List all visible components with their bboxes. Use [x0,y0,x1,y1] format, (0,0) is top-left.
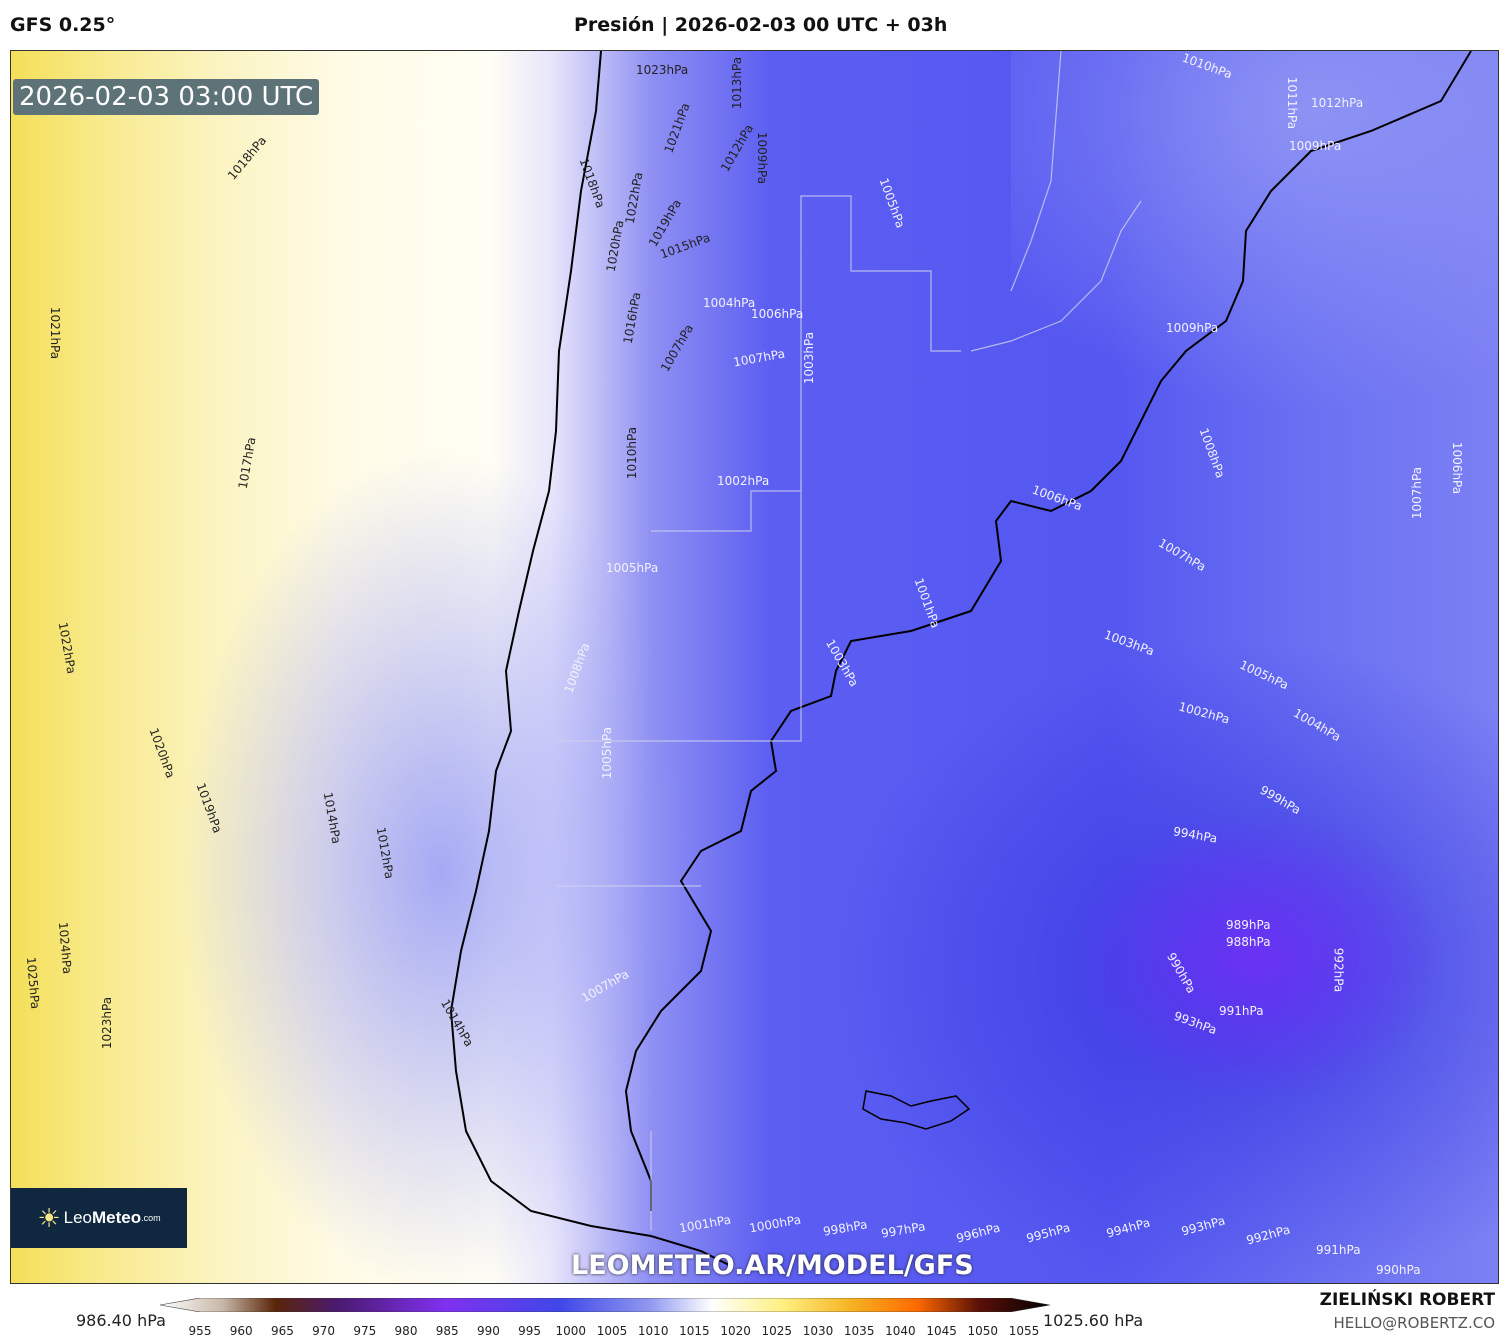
isobar-label: 989hPa [1226,918,1271,932]
isobar-label: 1021hPa [48,306,63,360]
colorbar-tick-label: 990 [476,1324,500,1338]
colorbar-tick-label: 955 [188,1324,212,1338]
isobar-label: 1010hPa [625,426,640,480]
colorbar-tick-label: 980 [394,1324,418,1338]
isobar-label: 1023hPa [100,996,115,1050]
isobar-label: 1023hPa [636,63,689,77]
isobar-label: 1012hPa [1311,96,1364,110]
author-name: ZIELIŃSKI ROBERT [1319,1290,1495,1310]
colorbar-tick-label: 1005 [596,1324,628,1338]
isobar-label: 1013hPa [730,56,745,110]
isobar-label: 1005hPa [606,561,659,575]
isobar-label: 1007hPa [1410,466,1425,520]
chart-title: Presión | 2026-02-03 00 UTC + 03h [574,14,948,36]
author-email[interactable]: HELLO@ROBERTZ.CO [1333,1314,1495,1332]
sun-icon: ☀ [37,1202,61,1233]
model-name: GFS 0.25° [10,14,116,36]
isobar-label: 1006hPa [751,307,804,321]
isobar-label: 990hPa [1376,1263,1421,1277]
colorbar-tick-label: 970 [312,1324,336,1338]
colorbar-tick-label: 1020 [720,1324,751,1338]
colorbar-tick-label: 1000 [555,1324,587,1338]
falkland-islands [862,1090,971,1130]
colorbar-tick-label: 1015 [679,1324,710,1338]
colorbar-tick-label: 1055 [1008,1324,1040,1338]
watermark-url: LEOMETEO.AR/MODEL/GFS [571,1250,974,1281]
isobar-label: 1011hPa [1285,76,1300,130]
valid-time-stamp: 2026-02-03 03:00 UTC [13,79,320,115]
coastline-layer [449,51,1472,1267]
isobar-label: 992hPa [1331,947,1346,993]
province-borders [556,51,1142,1231]
colorbar-tick-label: 1040 [885,1324,916,1338]
logo-text-meteo: Meteo [92,1208,142,1227]
pressure-map[interactable]: 2026-02-03 03:00 UTC 1023hPa 1013hPa 1010h… [10,50,1499,1284]
colorbar-tick-label: 975 [353,1324,377,1338]
isobar-label: 1009hPa [1289,139,1342,153]
isobar-label: 1003hPa [802,331,817,385]
isobar-label: 1009hPa [755,131,770,185]
colorbar-tick-label: 985 [435,1324,459,1338]
colorbar-tick-label: 995 [518,1324,542,1338]
east-coastline [624,51,1472,1211]
isobar-label: 1009hPa [1166,321,1219,335]
colorbar-tick-label: 1010 [637,1324,669,1338]
colorbar-tick-label: 1030 [802,1324,834,1338]
isobar-label: 1005hPa [600,726,615,780]
west-coastline [449,51,732,1267]
logo-text-suffix: .com [141,1213,161,1223]
colorbar-min-label: 986.40 hPa [76,1311,166,1330]
colorbar-max-label: 1025.60 hPa [1043,1311,1144,1330]
isobar-label: 1004hPa [703,296,756,310]
colorbar-tick-label: 960 [229,1324,253,1338]
colorbar-tick-label: 1025 [761,1324,793,1338]
isobar-label: 991hPa [1219,1004,1264,1018]
logo-text-leo: Leo [63,1208,93,1227]
colorbar-tick-label: 965 [270,1324,294,1338]
leometeo-logo: ☀ Leo Meteo .com [11,1188,187,1248]
isobar-label: 991hPa [1316,1243,1361,1257]
colorbar-tick-label: 1045 [926,1324,957,1338]
pressure-field-overlay [1011,51,1498,431]
colorbar-tick-label: 1050 [967,1324,999,1338]
colorbar [160,1298,1050,1312]
isobar-label: 988hPa [1226,935,1271,949]
colorbar-tick-label: 1035 [843,1324,875,1338]
isobar-label: 1002hPa [717,474,770,488]
isobar-label: 1006hPa [1450,441,1465,495]
